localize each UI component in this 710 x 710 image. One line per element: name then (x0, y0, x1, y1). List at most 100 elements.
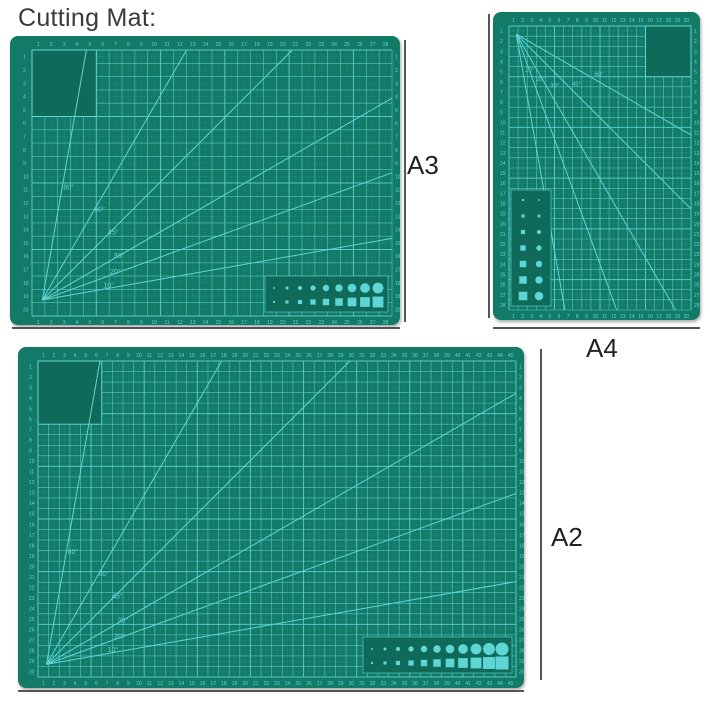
circle-guide (360, 283, 370, 293)
ruler-number-bottom: 15 (189, 681, 195, 687)
circle-guide (535, 260, 543, 268)
ruler-number-right: 2 (395, 68, 398, 74)
ruler-number-top: 25 (295, 353, 301, 359)
ruler-number-right: 17 (694, 191, 700, 197)
a4-height-dimension-line (488, 14, 490, 318)
ruler-number-top: 23 (274, 353, 280, 359)
ruler-number-right: 27 (694, 293, 700, 299)
ruler-number-right: 29 (519, 659, 524, 665)
ruler-number-left: 14 (500, 161, 506, 167)
ruler-number-top: 2 (521, 18, 524, 24)
ruler-number-right: 23 (694, 252, 700, 258)
ruler-number-top: 36 (412, 353, 418, 359)
ruler-number-left: 7 (500, 90, 503, 96)
square-guide (310, 299, 316, 305)
ruler-number-bottom: 31 (359, 681, 365, 687)
square-guide (408, 660, 414, 666)
a4-size-label: A4 (586, 333, 618, 363)
ruler-number-top: 16 (200, 353, 206, 359)
ruler-number-right: 11 (519, 470, 524, 476)
circle-guide (536, 245, 542, 251)
a3-width-dimension-line (12, 327, 400, 329)
ruler-number-bottom: 19 (232, 681, 238, 687)
ruler-number-right: 4 (694, 60, 697, 66)
ruler-number-right: 11 (694, 131, 699, 137)
ruler-number-top: 12 (157, 353, 163, 359)
ruler-number-bottom: 19 (675, 314, 681, 320)
ruler-number-bottom: 20 (280, 320, 286, 325)
ruler-number-left: 23 (500, 252, 506, 258)
ruler-number-top: 17 (210, 353, 216, 359)
ruler-number-top: 13 (168, 353, 174, 359)
angle-label: 10° (108, 646, 119, 654)
square-guide (522, 199, 524, 201)
ruler-number-right: 3 (395, 81, 398, 87)
ruler-number-bottom: 10 (136, 681, 142, 687)
ruler-number-left: 6 (500, 80, 503, 86)
angle-guide-line (42, 97, 393, 301)
ruler-number-top: 22 (264, 353, 270, 359)
ruler-number-left: 16 (29, 522, 35, 528)
ruler-number-bottom: 7 (106, 681, 109, 687)
circle-guide (538, 199, 540, 201)
ruler-number-top: 19 (267, 42, 273, 48)
ruler-number-right: 26 (694, 283, 700, 289)
square-guide (445, 658, 455, 668)
ruler-number-top: 10 (593, 18, 599, 24)
ruler-number-top: 39 (444, 353, 450, 359)
angle-label: 60° (594, 72, 604, 78)
ruler-number-top: 7 (114, 42, 117, 48)
square-guide (372, 296, 384, 308)
ruler-number-left: 28 (29, 649, 35, 655)
shape-guide-panel (510, 189, 552, 307)
ruler-number-left: 2 (29, 375, 32, 381)
angle-label: 30° (118, 616, 129, 624)
ruler-number-left: 14 (23, 228, 29, 234)
square-guide (521, 214, 525, 218)
ruler-number-top: 18 (221, 353, 227, 359)
ruler-number-right: 12 (694, 141, 700, 147)
ruler-number-top: 10 (136, 353, 142, 359)
ruler-number-top: 26 (357, 42, 363, 48)
ruler-number-top: 17 (241, 42, 247, 48)
circle-guide (445, 644, 455, 654)
ruler-number-bottom: 3 (63, 681, 66, 687)
ruler-number-left: 15 (500, 171, 506, 177)
ruler-number-left: 16 (23, 254, 29, 260)
ruler-number-left: 13 (29, 491, 35, 497)
ruler-number-right: 5 (694, 70, 697, 76)
angle-guide-line (42, 172, 393, 301)
ruler-number-left: 4 (500, 60, 503, 66)
ruler-number-left: 23 (29, 596, 35, 602)
ruler-number-bottom: 25 (344, 320, 350, 325)
ruler-number-bottom: 7 (567, 314, 570, 320)
ruler-number-right: 1 (395, 55, 398, 61)
ruler-number-right: 18 (519, 543, 524, 549)
ruler-number-bottom: 14 (203, 320, 209, 325)
ruler-number-left: 3 (29, 385, 32, 391)
ruler-number-left: 10 (23, 174, 29, 180)
ruler-number-bottom: 23 (319, 320, 325, 325)
ruler-number-bottom: 4 (76, 320, 79, 325)
ruler-number-bottom: 37 (423, 681, 429, 687)
ruler-number-right: 12 (519, 480, 524, 486)
ruler-number-right: 3 (519, 385, 522, 391)
ruler-number-left: 2 (500, 39, 503, 45)
ruler-number-bottom: 9 (140, 320, 143, 325)
ruler-number-bottom: 19 (267, 320, 273, 325)
ruler-number-left: 21 (29, 575, 35, 581)
mat-background (18, 347, 524, 688)
ruler-number-right: 5 (395, 108, 398, 114)
ruler-number-right: 7 (395, 134, 398, 140)
ruler-number-top: 7 (567, 18, 570, 24)
ruler-number-top: 18 (254, 42, 260, 48)
ruler-number-bottom: 9 (585, 314, 588, 320)
ruler-number-bottom: 23 (274, 681, 280, 687)
ruler-number-right: 6 (694, 80, 697, 86)
square-guide (520, 245, 526, 251)
ruler-number-bottom: 24 (285, 681, 291, 687)
ruler-number-top: 3 (530, 18, 533, 24)
square-guide (273, 301, 275, 303)
ruler-number-top: 15 (189, 353, 195, 359)
ruler-number-top: 33 (380, 353, 386, 359)
